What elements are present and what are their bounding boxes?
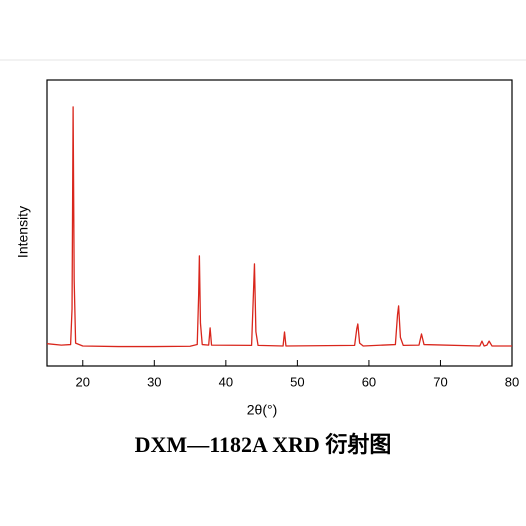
x-tick-label: 70 [433, 374, 447, 389]
x-axis-label: 2θ(°) [247, 402, 278, 418]
x-tick-label: 40 [219, 374, 233, 389]
x-tick-label: 60 [362, 374, 376, 389]
x-tick-label: 80 [505, 374, 519, 389]
x-tick-label: 50 [290, 374, 304, 389]
x-tick-label: 30 [147, 374, 161, 389]
xrd-line [46, 106, 512, 348]
y-axis-label: Intensity [15, 206, 31, 258]
x-tick-label: 20 [76, 374, 90, 389]
chart-title: DXM—1182A XRD 衍射图 [135, 432, 392, 457]
plot-frame [46, 79, 513, 367]
